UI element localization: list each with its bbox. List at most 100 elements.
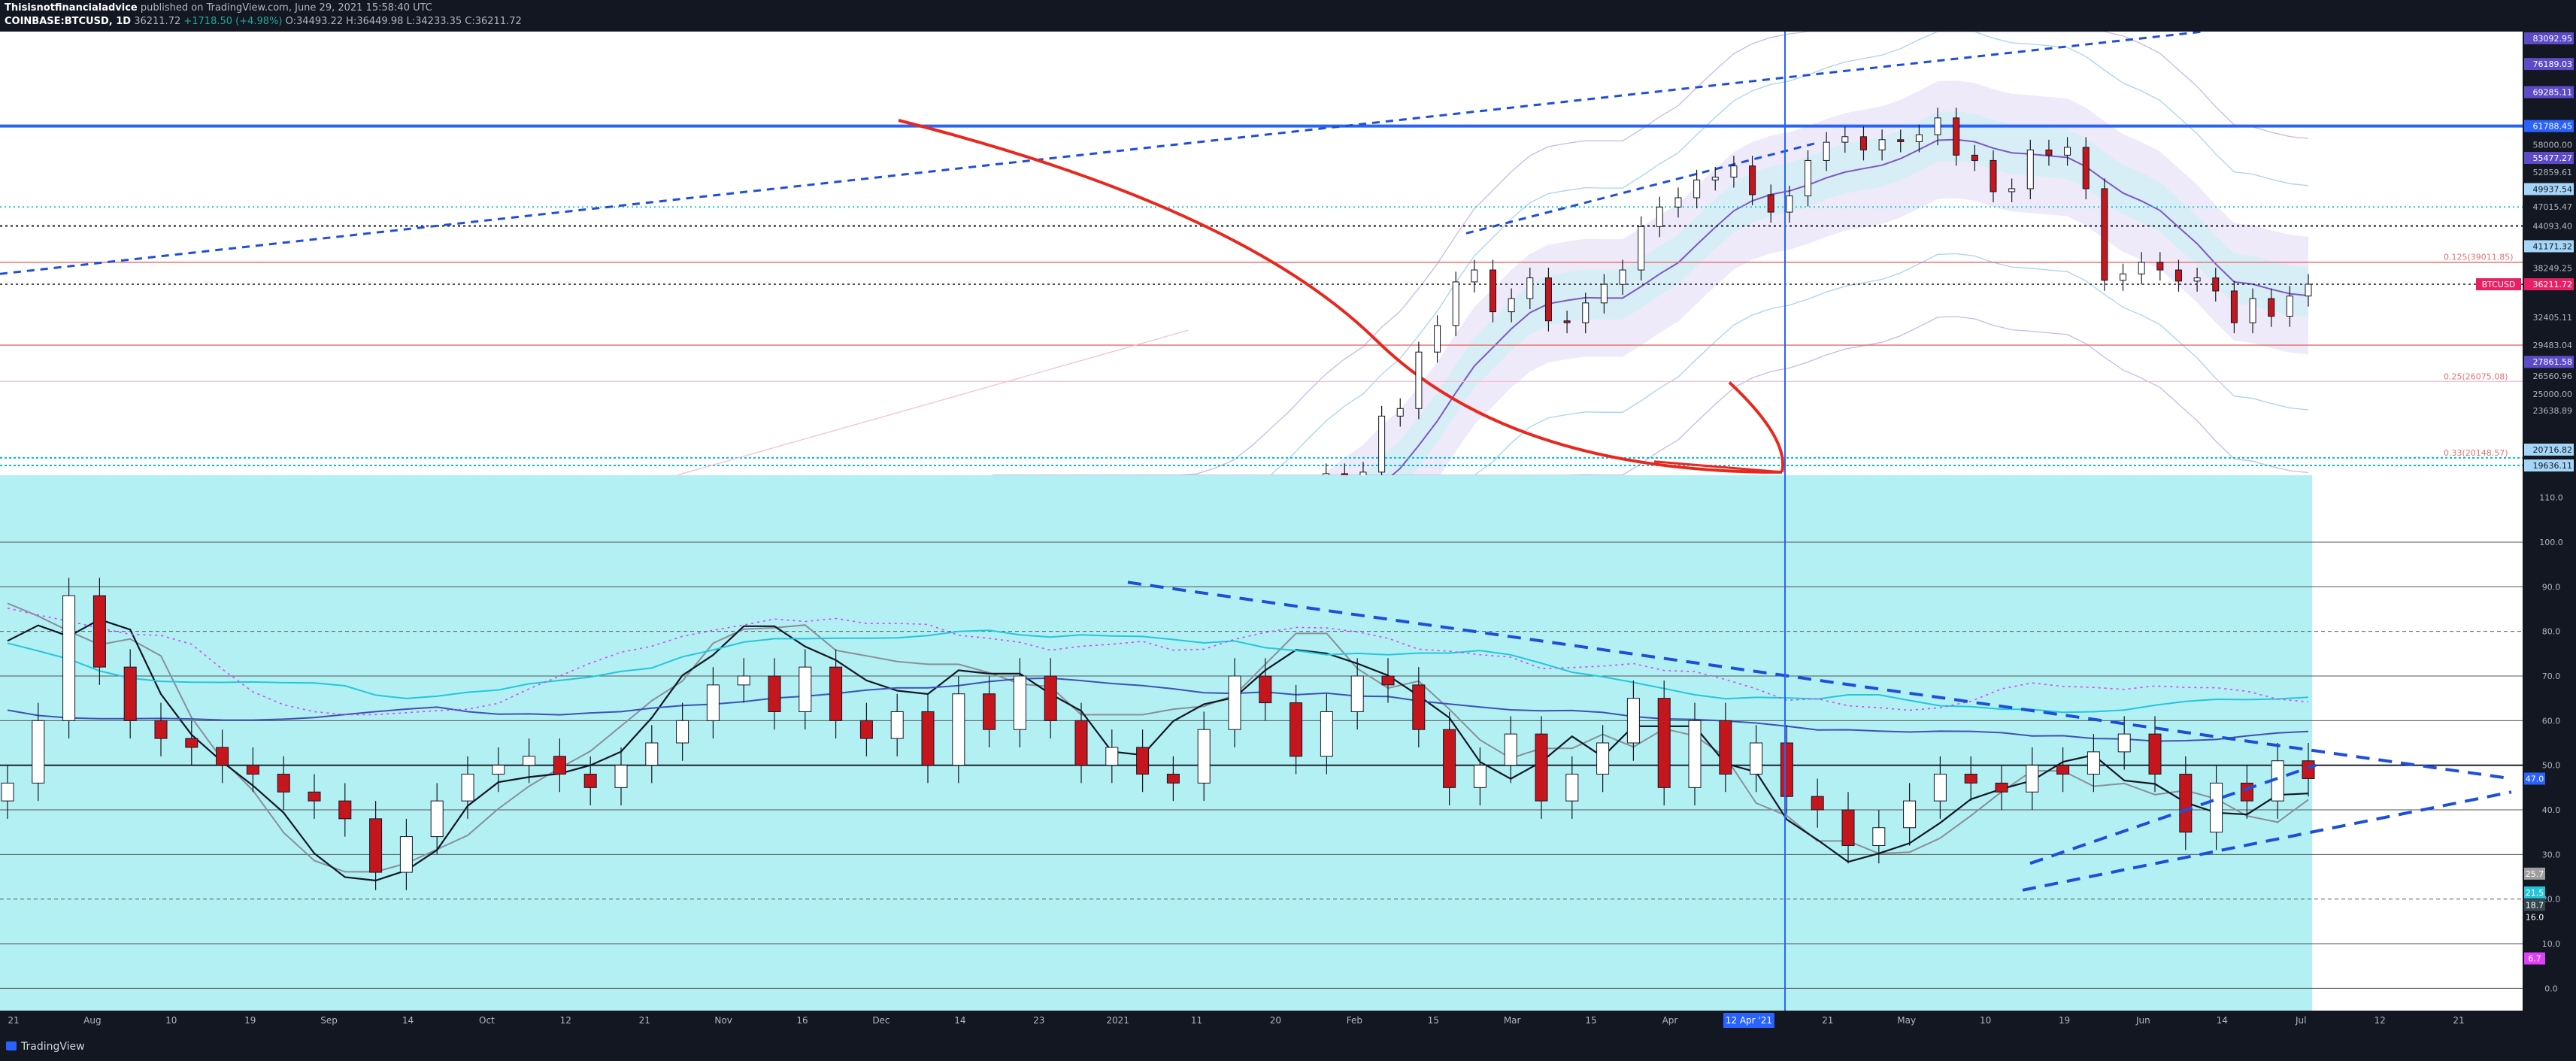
time-tick-label: Feb [1347, 1015, 1362, 1026]
time-tick-label: 12 [560, 1015, 571, 1026]
time-tick-label: 21 [639, 1015, 650, 1026]
price-tag-background [2524, 120, 2574, 132]
price-tick-label: 76189.03 [2533, 59, 2573, 69]
rsi-candle-body [1811, 796, 1824, 811]
symbol-label[interactable]: COINBASE:BTCUSD, 1D [5, 16, 132, 27]
rsi-value-tag [2524, 772, 2545, 785]
rsi-candle-body [2148, 733, 2162, 775]
candle-body [1786, 196, 1793, 213]
fan-line [676, 329, 1189, 476]
candle-body [2026, 149, 2034, 189]
rsi-candle-body [1535, 733, 1548, 802]
time-tick-label: 21 [8, 1015, 19, 1026]
candle-body [1489, 269, 1496, 313]
rsi-candle-body [768, 675, 781, 712]
symbol-tag-label: BTCUSD [2482, 280, 2516, 290]
candle-body [1859, 136, 1867, 150]
stochastic-k-line [7, 602, 2309, 873]
rsi-candles [1, 577, 2315, 890]
rsi-candle-body [1381, 675, 1395, 686]
price-tag-background [2524, 278, 2574, 291]
rsi-candle-body [1290, 702, 1303, 757]
rsi-candle-body [430, 800, 444, 838]
rsi-candle-body [2179, 774, 2193, 833]
candle-body [1730, 165, 1738, 178]
curve-hook [1728, 381, 1785, 473]
rsi-candle-body [1473, 765, 1487, 788]
rsi-tick-label: 50.0 [2542, 761, 2561, 771]
author-name[interactable]: Thisisnotfinancialadvice [5, 2, 138, 14]
rsi-candle-body [1, 782, 14, 802]
fib-label: 0.125(39011.85) [2444, 253, 2514, 262]
last-price: 36211.72 [134, 16, 181, 27]
rsi-trendlines [1127, 581, 2512, 892]
candle-body [1711, 177, 1719, 180]
time-tick-label: 14 [954, 1015, 965, 1026]
time-tick-label: Apr [1662, 1015, 1678, 1026]
rsi-candle-body [890, 711, 904, 739]
rsi-pane-future [2312, 475, 2523, 1011]
curve-tail [1653, 460, 1783, 474]
rsi-candle-body [2240, 782, 2253, 802]
time-tick-label: 23 [1033, 1015, 1044, 1026]
price-tick-label: 25000.00 [2533, 390, 2573, 399]
candle-body [2305, 283, 2312, 297]
candle-body [1656, 206, 1663, 227]
rsi-candle-body [706, 684, 720, 721]
rsi-candle-body [921, 711, 935, 766]
rsi-candle-body [676, 720, 689, 744]
candle-body [2268, 298, 2275, 317]
rsi-candle-body [1504, 733, 1517, 766]
rsi-candle-body [1841, 809, 1855, 846]
price-tick-label: 52859.61 [2533, 168, 2573, 177]
highlighted-date-background [1723, 1013, 1774, 1028]
rsi-rising-trendline [2022, 790, 2512, 892]
price-tick-label: 58000.00 [2533, 141, 2573, 150]
price-tick-label: 61788.45 [2533, 122, 2573, 132]
price-tick-label: 49937.54 [2533, 184, 2573, 194]
rsi-tick-label: 80.0 [2542, 627, 2561, 637]
time-tick-label: 19 [244, 1015, 256, 1026]
price-tag-background [2524, 356, 2574, 368]
candle-body [1600, 283, 1608, 304]
rsi-candle-body [123, 666, 137, 721]
candle-body [2082, 147, 2090, 189]
fib-label: 0.33(20148.57) [2444, 448, 2508, 458]
falling-curve [898, 119, 1783, 474]
rsi-candle-body [983, 693, 996, 730]
candle-body [1953, 117, 1960, 156]
rsi-tick-label: 10.0 [2542, 939, 2561, 949]
candle-body [2064, 147, 2071, 156]
time-axis: 21 Aug 10 19 Sep 14 Oct 12 21 Nov 16 Dec 14 23 2021 11 2… [8, 1013, 2465, 1028]
rsi-candle-body [1350, 675, 1364, 712]
price-axis: 83092.95 76189.03 69285.11 61788.45 58000.00… [2476, 32, 2574, 472]
candle-body [2045, 149, 2053, 156]
fib-labels: 0.125(39011.85) 0.25(26075.08) 0.33(20148.… [2444, 253, 2514, 458]
price-tick-label: 32405.11 [2533, 313, 2573, 323]
rsi-value-label: 18.7 [2526, 900, 2544, 910]
candle-body [1823, 141, 1830, 161]
time-tick-label: 20 [1270, 1015, 1281, 1026]
candle-body [2008, 188, 2016, 192]
price-axis-background [2523, 32, 2576, 475]
tradingview-logo[interactable]: TradingView [6, 1041, 85, 1053]
rsi-tick-label: 40.0 [2542, 805, 2561, 815]
rsi-candle-body [1320, 711, 1333, 757]
price-tick-label: 55477.27 [2533, 153, 2573, 163]
candle-body [1378, 415, 1386, 473]
candle-body [1934, 117, 1941, 135]
rsi-candle-body [952, 693, 965, 766]
time-tick-label: May [1897, 1015, 1916, 1026]
rsi-candle-body [859, 720, 873, 739]
signal-line [7, 629, 2309, 714]
rsi-tick-label: 30.0 [2542, 850, 2561, 859]
time-tick-label: Jun [2135, 1015, 2150, 1026]
time-tick-label: Sep [320, 1015, 338, 1026]
price-tag-background [2524, 86, 2574, 99]
candle-body [2101, 188, 2108, 281]
rsi-candle-body [553, 756, 566, 775]
candle-body [1508, 298, 1515, 313]
chart-footer: TradingView [0, 1030, 2576, 1061]
time-tick-label: Mar [1504, 1015, 1521, 1026]
